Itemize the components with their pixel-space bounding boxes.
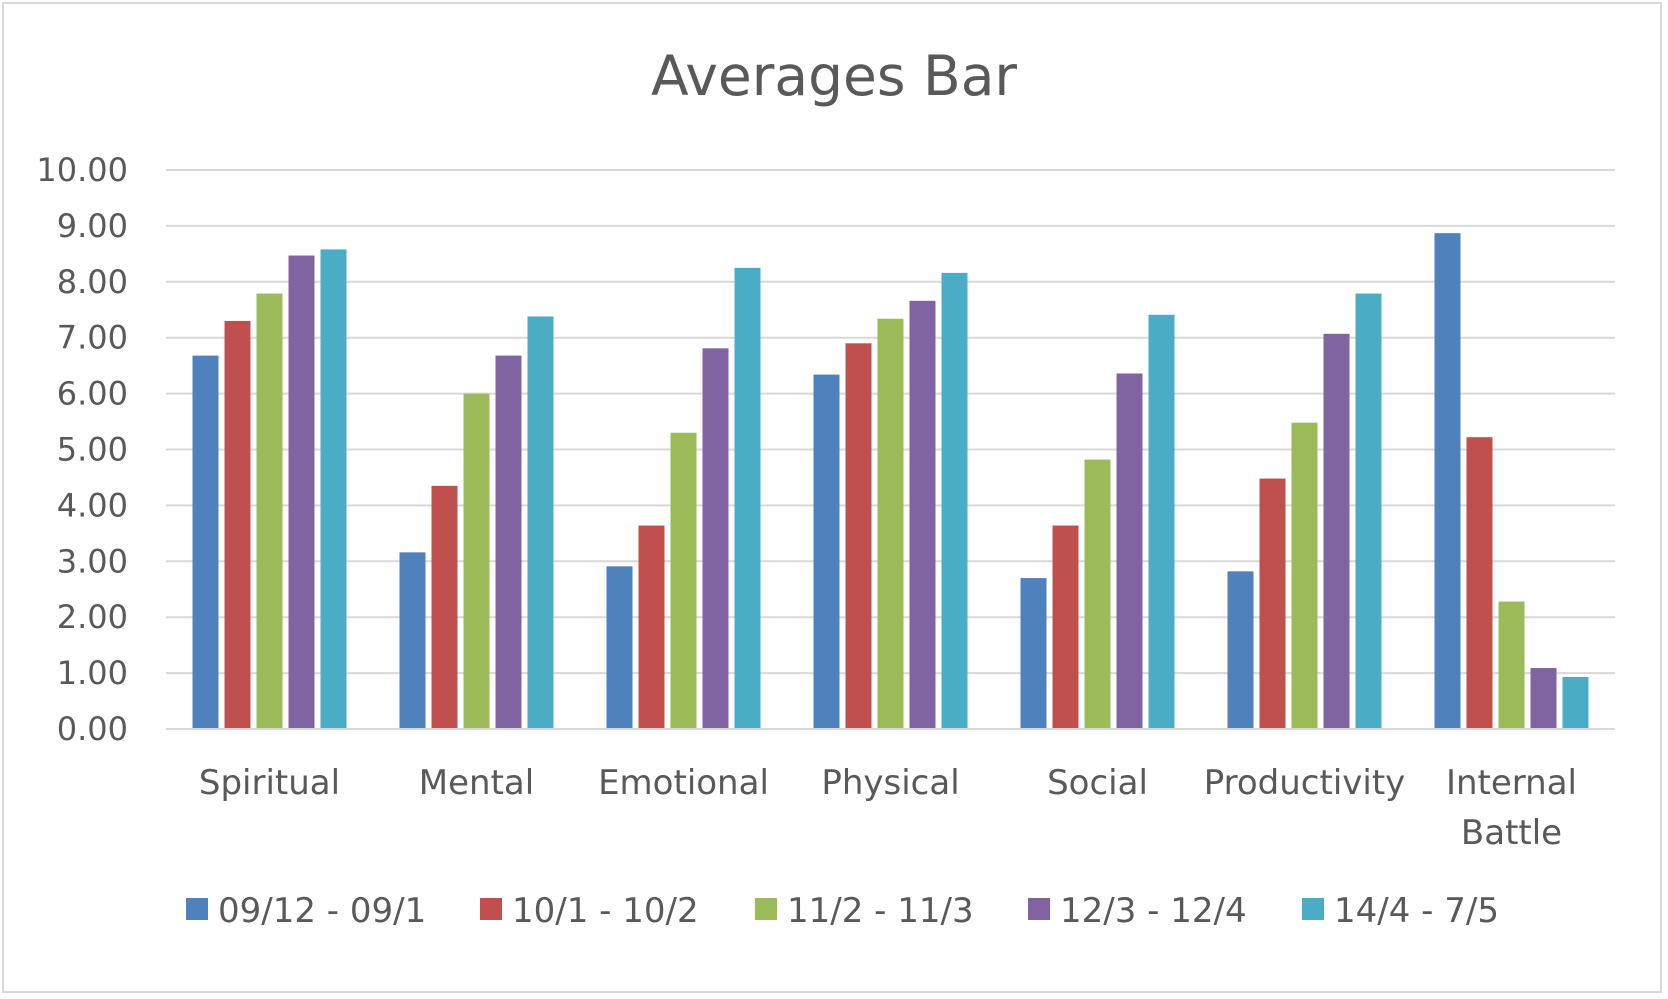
- bar-spiritual-series-4: [288, 255, 315, 730]
- bar-emotional-series-5: [734, 267, 761, 729]
- bar-social-series-4: [1116, 373, 1143, 729]
- bar-physical-series-4: [909, 300, 936, 729]
- category-label: Battle: [1461, 813, 1562, 853]
- y-tick-label: 7.00: [57, 319, 128, 357]
- bar-mental-series-5: [527, 316, 554, 729]
- bar-emotional-series-3: [670, 432, 697, 729]
- bar-productivity-series-5: [1355, 293, 1382, 729]
- legend-label: 11/2 - 11/3: [787, 891, 974, 931]
- bar-emotional-series-4: [702, 348, 729, 729]
- bar-productivity-series-1: [1227, 571, 1254, 729]
- bar-social-series-3: [1084, 459, 1111, 729]
- bar-internal-battle-series-2: [1466, 437, 1493, 729]
- y-tick-label: 3.00: [57, 542, 128, 580]
- y-tick-label: 5.00: [57, 431, 128, 469]
- y-axis-ticks: 0.00 1.00 2.00 3.00 4.00 5.00 6.00 7.00 8.00 9.00…: [36, 151, 128, 748]
- legend-label: 12/3 - 12/4: [1060, 891, 1247, 931]
- category-label: Internal: [1446, 763, 1577, 803]
- legend-label: 10/1 - 10/2: [512, 891, 699, 931]
- category-label: Mental: [419, 763, 534, 803]
- bar-social-series-2: [1052, 525, 1079, 729]
- legend-swatch: [1302, 898, 1324, 920]
- bar-internal-battle-series-3: [1498, 601, 1525, 729]
- y-tick-label: 6.00: [57, 375, 128, 413]
- bar-mental-series-4: [495, 355, 522, 729]
- legend-swatch: [480, 898, 502, 920]
- bar-physical-series-3: [877, 318, 904, 729]
- bar-spiritual-series-1: [192, 355, 219, 729]
- bar-productivity-series-3: [1291, 422, 1318, 729]
- y-tick-label: 0.00: [57, 710, 128, 748]
- bar-productivity-series-4: [1323, 333, 1350, 729]
- legend-swatch: [186, 898, 208, 920]
- bar-mental-series-1: [399, 552, 426, 729]
- bar-physical-series-5: [941, 272, 968, 729]
- bar-internal-battle-series-5: [1562, 677, 1589, 729]
- y-tick-label: 4.00: [57, 486, 128, 524]
- y-tick-label: 1.00: [57, 654, 128, 692]
- bar-physical-series-2: [845, 343, 872, 729]
- bar-social-series-5: [1148, 314, 1175, 729]
- legend: 09/12 - 09/1 10/1 - 10/2 11/2 - 11/3 12/3 -…: [186, 891, 1499, 931]
- legend-label: 09/12 - 09/1: [218, 891, 426, 931]
- bar-mental-series-2: [431, 485, 458, 729]
- bar-spiritual-series-2: [224, 320, 251, 729]
- y-tick-label: 9.00: [57, 207, 128, 245]
- category-label: Social: [1047, 763, 1148, 803]
- category-label: Physical: [821, 763, 959, 803]
- legend-swatch: [1028, 898, 1050, 920]
- y-tick-label: 10.00: [36, 151, 128, 189]
- bar-physical-series-1: [813, 374, 840, 729]
- x-axis-categories: Spiritual Mental Emotional Physical Social Pr…: [199, 763, 1577, 853]
- y-tick-label: 8.00: [57, 263, 128, 301]
- bar-emotional-series-2: [638, 525, 665, 729]
- bar-mental-series-3: [463, 393, 490, 729]
- y-tick-label: 2.00: [57, 598, 128, 636]
- legend-label: 14/4 - 7/5: [1334, 891, 1499, 931]
- bar-internal-battle-series-4: [1530, 668, 1557, 729]
- legend-swatch: [755, 898, 777, 920]
- bar-social-series-1: [1020, 578, 1047, 729]
- bar-internal-battle-series-1: [1434, 233, 1461, 730]
- category-label: Emotional: [598, 763, 769, 803]
- bars: [166, 233, 1615, 730]
- bar-spiritual-series-3: [256, 293, 283, 729]
- bar-productivity-series-2: [1259, 478, 1286, 729]
- category-label: Spiritual: [199, 763, 340, 803]
- bar-emotional-series-1: [606, 566, 633, 729]
- bar-spiritual-series-5: [320, 249, 347, 730]
- category-label: Productivity: [1204, 763, 1406, 803]
- chart-title: Averages Bar: [651, 44, 1017, 108]
